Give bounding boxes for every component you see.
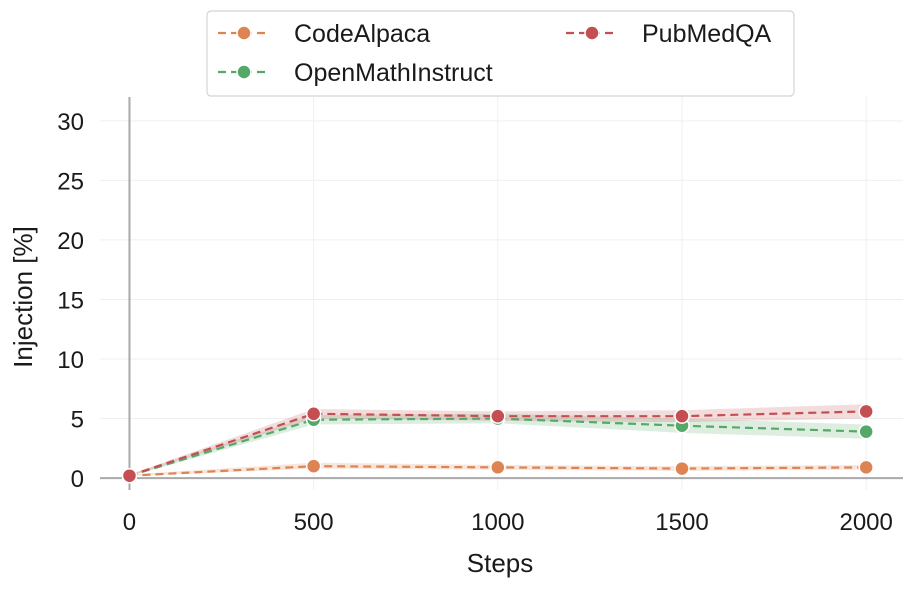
x-tick-label: 1500 <box>655 509 708 536</box>
x-tick-labels: 0 500 1000 1500 2000 <box>123 509 893 536</box>
y-axis-title: Injection [%] <box>8 226 38 368</box>
x-tick-label: 500 <box>294 509 334 536</box>
y-tick-label: 20 <box>57 228 84 255</box>
point-codealpaca <box>305 458 322 474</box>
point-codealpaca <box>858 459 874 476</box>
y-tick-label: 25 <box>57 168 84 195</box>
y-tick-label: 10 <box>57 347 84 374</box>
legend-frame <box>206 10 795 97</box>
legend-marker-pubmedqa <box>584 25 600 41</box>
series-points <box>121 403 874 484</box>
point-openmathinstruct <box>858 423 874 440</box>
point-pubmedqa <box>674 408 690 424</box>
legend-marker-openmathinstruct <box>236 64 252 80</box>
legend-label-openmathinstruct: OpenMathInstruct <box>294 59 493 87</box>
x-axis-title: Steps <box>467 548 534 578</box>
y-tick-label: 5 <box>71 407 84 434</box>
point-codealpaca <box>674 460 690 477</box>
y-tick-label: 15 <box>57 287 84 314</box>
legend-label-codealpaca: CodeAlpaca <box>294 20 430 48</box>
legend: CodeAlpaca OpenMathInstruct PubMedQA <box>206 10 795 97</box>
legend-label-pubmedqa: PubMedQA <box>642 20 772 48</box>
x-tick-label: 1000 <box>471 509 524 536</box>
point-pubmedqa <box>490 408 506 424</box>
legend-marker-codealpaca <box>236 25 252 41</box>
point-pubmedqa <box>121 467 138 484</box>
point-pubmedqa <box>305 406 322 422</box>
y-tick-label: 30 <box>57 109 84 136</box>
point-pubmedqa <box>858 403 874 420</box>
y-tick-label: 0 <box>71 466 84 493</box>
point-codealpaca <box>490 459 506 476</box>
x-tick-label: 0 <box>123 509 136 536</box>
x-tick-label: 2000 <box>839 509 892 536</box>
y-tick-labels: 0 5 10 15 20 25 30 <box>57 109 84 493</box>
axes <box>100 97 903 490</box>
